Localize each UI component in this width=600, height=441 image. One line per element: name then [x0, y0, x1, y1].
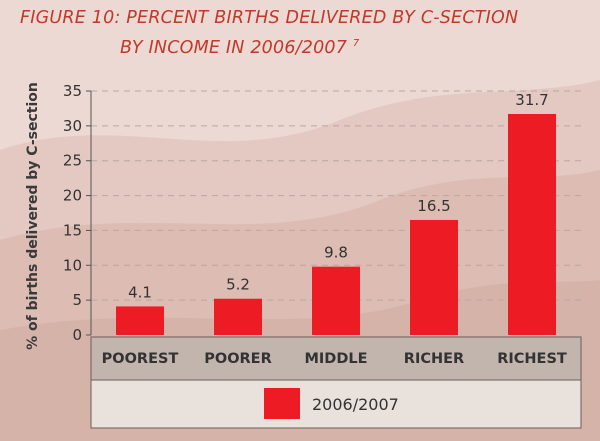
- chart-title-line2: BY INCOME IN 2006/2007: [120, 37, 348, 58]
- chart-title-line1: FIGURE 10: PERCENT BIRTHS DELIVERED BY C…: [20, 8, 519, 28]
- bar: [508, 114, 556, 336]
- data-label: 4.1: [128, 283, 152, 301]
- bar: [312, 266, 360, 335]
- y-axis: 0 5 10 15 20 25 30 35: [63, 82, 92, 344]
- data-label: 9.8: [324, 244, 348, 262]
- y-tick-label: 25: [63, 152, 82, 170]
- grid-lines: [91, 90, 581, 301]
- x-tick-label: POOREST: [102, 351, 179, 367]
- data-labels: 4.1 5.2 9.8 16.5 31.7: [128, 91, 549, 301]
- y-tick-label: 10: [63, 256, 82, 274]
- bar: [214, 298, 262, 335]
- legend-swatch: [264, 388, 300, 419]
- x-tick-label: RICHEST: [497, 351, 567, 367]
- data-label: 16.5: [417, 197, 450, 215]
- data-label: 5.2: [226, 276, 250, 294]
- footnote-marker: 7: [352, 38, 360, 49]
- data-label: 31.7: [515, 91, 548, 109]
- y-tick-label: 15: [63, 221, 82, 239]
- x-tick-label: MIDDLE: [304, 351, 367, 367]
- y-tick-label: 30: [63, 117, 82, 135]
- y-tick-label: 20: [63, 187, 82, 205]
- y-axis-label: % of births delivered by C-section: [25, 82, 41, 350]
- x-tick-label: POORER: [204, 351, 272, 367]
- y-tick-label: 35: [63, 82, 82, 100]
- bars: [116, 114, 556, 336]
- y-tick-label: 0: [72, 326, 82, 344]
- x-axis-categories: POOREST POORER MIDDLE RICHER RICHEST: [102, 351, 567, 367]
- bar: [116, 306, 164, 335]
- chart-title: FIGURE 10: PERCENT BIRTHS DELIVERED BY C…: [20, 6, 518, 61]
- legend-label: 2006/2007: [312, 395, 399, 414]
- legend-panel: [90, 379, 582, 429]
- bar: [410, 219, 458, 335]
- y-tick-label: 5: [72, 291, 82, 309]
- category-panel: [90, 336, 582, 381]
- x-tick-label: RICHER: [404, 351, 464, 367]
